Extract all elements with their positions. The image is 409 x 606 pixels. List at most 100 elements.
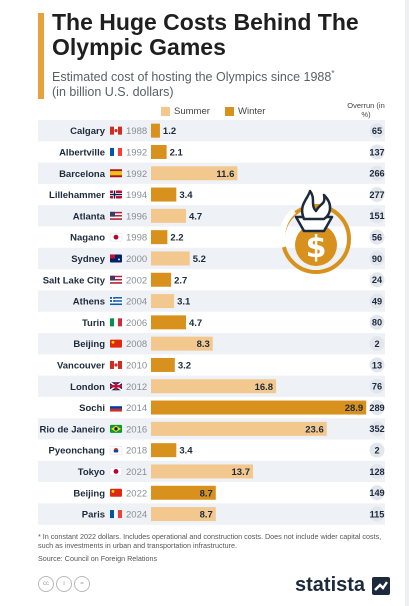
- year-label: 1996: [126, 211, 147, 222]
- flag-china-icon: [110, 488, 122, 497]
- overrun-badge: [369, 293, 385, 309]
- chart-row: Vancouver 2010 3.2 13: [57, 357, 385, 373]
- flag-stripe: [110, 300, 122, 302]
- overrun-badge: [369, 123, 385, 139]
- flag-stripe: [110, 171, 122, 174]
- overrun-value: 90: [372, 254, 382, 264]
- cost-bar: [151, 230, 168, 245]
- flag-brazil-icon: [110, 424, 122, 433]
- city-label: Tokyo: [78, 467, 105, 478]
- flag-stripe: [118, 147, 122, 156]
- flag-stripe: [110, 147, 114, 156]
- flag-field: [110, 488, 122, 497]
- city-label: Sochi: [79, 403, 105, 414]
- cost-bar: [151, 400, 367, 415]
- flag-canton: [110, 254, 115, 259]
- value-label: 3.4: [179, 446, 193, 457]
- overrun-value: 13: [372, 360, 382, 370]
- cost-bar: [151, 123, 160, 138]
- year-label: 1994: [126, 190, 147, 201]
- year-label: 2012: [126, 382, 147, 393]
- overrun-badge: [369, 250, 385, 266]
- flag-russia-icon: [110, 403, 122, 412]
- cost-bar: [151, 187, 177, 202]
- overrun-value: 149: [369, 488, 384, 498]
- flag-disc: [113, 234, 119, 240]
- value-label: 3.1: [177, 297, 191, 308]
- cost-bar: [151, 357, 175, 372]
- city-label: Beijing: [73, 488, 105, 499]
- flag-australia-icon: [110, 254, 122, 263]
- overrun-badge: [369, 506, 385, 522]
- flag-china-icon: [110, 339, 122, 348]
- overrun-column-header: Overrun (in %): [347, 101, 385, 119]
- flag-stripe: [110, 215, 122, 217]
- overrun-badge: [369, 272, 385, 288]
- cost-bar: [151, 166, 238, 181]
- value-label: 8.7: [200, 510, 213, 521]
- value-label: 8.7: [200, 488, 213, 499]
- city-label: Athens: [73, 297, 105, 308]
- chart-row: Barcelona 1992 11.6 266: [38, 162, 385, 184]
- chart-row: Athens 2004 3.1 49: [38, 290, 385, 312]
- chart-row: Nagano 1998 2.2 56: [70, 229, 385, 245]
- chart-title: The Huge Costs Behind The Olympic Games: [52, 9, 359, 60]
- value-label: 3.4: [179, 190, 193, 201]
- value-label: 3.2: [178, 360, 191, 371]
- legend-summer-label: Summer: [174, 106, 210, 117]
- flag-usa-icon: [110, 211, 122, 220]
- city-label: Turin: [82, 318, 105, 329]
- flag-canada-icon: [110, 126, 122, 135]
- flag-stripe: [110, 297, 122, 299]
- year-label: 2014: [126, 403, 147, 414]
- year-label: 1988: [126, 126, 147, 137]
- value-label: 2.2: [170, 233, 183, 244]
- flag-stripe: [110, 408, 122, 412]
- footnote: * In constant 2022 dollars. Includes ope…: [38, 532, 382, 550]
- flag-stripe: [114, 510, 118, 519]
- overrun-badge: [369, 187, 385, 203]
- flag-stripe: [118, 318, 122, 327]
- chart-row: Calgary 1988 1.2 65: [38, 120, 385, 142]
- year-label: 2000: [126, 254, 147, 265]
- overrun-badge: [369, 378, 385, 394]
- flag-france-icon: [110, 147, 122, 156]
- value-label: 2.7: [174, 275, 187, 286]
- flag-stripe: [110, 213, 122, 216]
- flag-leaf: [114, 129, 118, 133]
- chart-row: Turin 2006 4.7 80: [82, 314, 385, 330]
- overrun-value: 56: [372, 232, 382, 242]
- overrun-badge: [369, 357, 385, 373]
- cost-bar: [151, 507, 216, 522]
- flag-cross: [110, 193, 122, 196]
- flag-stripe: [110, 275, 122, 278]
- flag-spain-icon: [110, 169, 122, 178]
- subtitle-unit: (in billion U.S. dollars): [52, 85, 174, 100]
- year-label: 2002: [126, 275, 147, 286]
- overrun-value: 151: [369, 211, 384, 221]
- flag-stripe: [110, 282, 122, 284]
- flag-stripe: [110, 510, 114, 519]
- cost-bar: [151, 251, 190, 266]
- flag-star: [111, 340, 115, 344]
- value-label: 5.2: [193, 254, 206, 265]
- city-label: Beijing: [73, 339, 105, 350]
- flag-stripe: [110, 216, 122, 219]
- year-label: 2016: [126, 424, 147, 435]
- city-label: Salt Lake City: [43, 275, 106, 286]
- flag-stripe: [110, 406, 122, 409]
- flag-japan-icon: [109, 467, 123, 476]
- overrun-value: 128: [369, 467, 384, 477]
- overrun-badge: [369, 463, 385, 479]
- year-label: 1998: [126, 233, 147, 244]
- flag-cross: [110, 298, 115, 301]
- legend-summer-swatch: [161, 107, 170, 116]
- value-label: 11.6: [216, 169, 234, 180]
- flag-stripe: [118, 510, 122, 519]
- cost-bar: [151, 485, 216, 500]
- flag-france-icon: [110, 510, 122, 519]
- overrun-value: 352: [369, 424, 384, 434]
- flag-star: [111, 489, 115, 493]
- value-label: 1.2: [163, 126, 176, 137]
